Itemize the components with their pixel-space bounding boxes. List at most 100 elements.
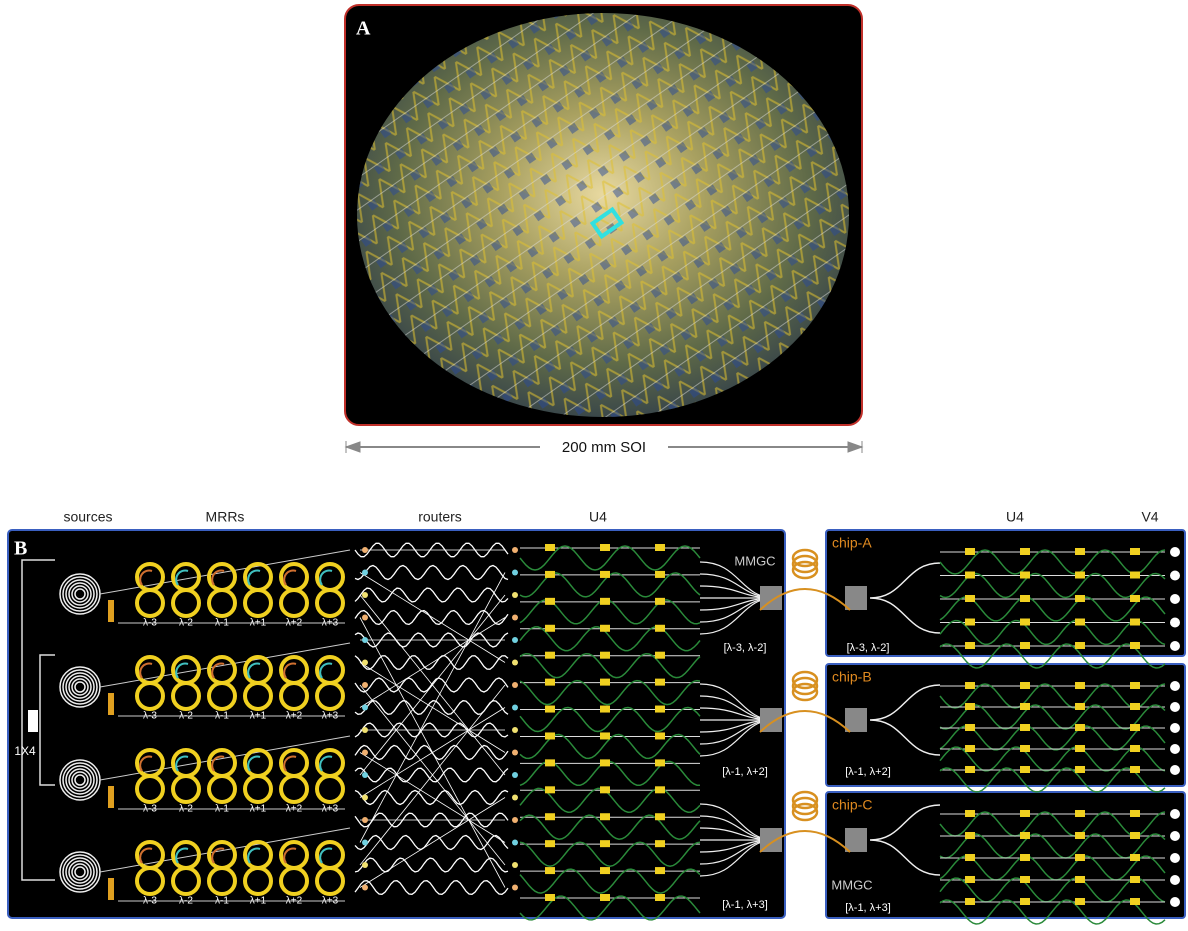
- ring-resonator: [171, 681, 201, 711]
- output-port: [1170, 570, 1180, 581]
- ring-heater: [175, 569, 189, 586]
- ring-heater: [283, 755, 297, 772]
- pad: [512, 884, 518, 891]
- phase-shifter: [1130, 854, 1140, 861]
- ring-heater: [139, 847, 153, 864]
- phase-shifter: [1130, 876, 1140, 883]
- column-header: V4: [1141, 509, 1158, 525]
- router-waveguide: [354, 655, 509, 670]
- ring-resonator: [243, 866, 273, 896]
- ring-heater: [247, 755, 261, 772]
- phase-shifter: [1075, 595, 1085, 602]
- phase-shifter: [545, 813, 555, 821]
- phase-shifter: [655, 840, 665, 848]
- mesh-coupler: [939, 877, 1166, 903]
- mesh-coupler: [519, 895, 701, 921]
- ring-heater: [247, 847, 261, 864]
- grating: [845, 708, 867, 732]
- channel-label: [λ-3, λ-2]: [724, 642, 767, 654]
- coupler-label: MMGC: [734, 553, 775, 568]
- router-waveguide: [354, 722, 509, 738]
- phase-shifter: [965, 832, 975, 839]
- phase-shifter: [600, 867, 610, 875]
- phase-shifter: [655, 678, 665, 686]
- pad: [362, 862, 368, 868]
- ring-resonator: [207, 774, 237, 804]
- fiber: [759, 588, 851, 611]
- scale-arrows: [344, 441, 864, 453]
- column-header: routers: [418, 509, 462, 525]
- output-port: [1170, 641, 1180, 651]
- source-spiral: [71, 585, 89, 603]
- ring-resonator: [279, 681, 309, 711]
- router-waveguide: [354, 744, 509, 761]
- output-port: [1170, 547, 1180, 557]
- phase-shifter: [545, 570, 555, 578]
- output-port: [1170, 681, 1180, 691]
- output-port: [1170, 702, 1180, 712]
- phase-shifter: [545, 840, 555, 848]
- mesh-coupler: [519, 545, 701, 571]
- router-waveguide: [354, 789, 509, 806]
- mesh-coupler: [939, 549, 1166, 575]
- ring-resonator: [207, 588, 237, 618]
- phase-shifter: [545, 705, 555, 713]
- output-port: [1170, 831, 1180, 841]
- die-highlight: [589, 206, 625, 240]
- phase-shifter: [1020, 766, 1030, 773]
- pad: [512, 772, 518, 778]
- phase-shifter: [600, 840, 610, 848]
- pad: [512, 592, 518, 598]
- channel-label: [λ-3, λ-2]: [847, 642, 890, 654]
- ring-resonator: [279, 588, 309, 618]
- phase-shifter: [1020, 810, 1030, 817]
- phase-shifter: [1130, 810, 1140, 817]
- ring-resonator: [315, 774, 345, 804]
- pad: [512, 614, 518, 621]
- scale-label: 200 mm SOI: [562, 439, 646, 456]
- phase-shifter: [1130, 898, 1140, 905]
- pad: [512, 682, 518, 688]
- router-crossing: [359, 594, 506, 776]
- pad: [362, 682, 368, 688]
- phase-shifter: [1130, 832, 1140, 839]
- phase-shifter: [1020, 854, 1030, 861]
- ring-heater: [319, 847, 333, 864]
- ring-heater: [139, 569, 153, 586]
- router-waveguide: [354, 677, 509, 693]
- phase-shifter: [600, 597, 610, 605]
- router-crossing: [359, 572, 506, 843]
- phase-shifter: [545, 651, 555, 659]
- phase-shifter: [1075, 832, 1085, 839]
- phase-shifter: [545, 786, 555, 794]
- phase-shifter: [655, 732, 665, 740]
- ring-resonator: [207, 681, 237, 711]
- ring-resonator: [315, 588, 345, 618]
- mesh-coupler: [939, 767, 1166, 793]
- phase-shifter: [965, 703, 975, 710]
- router-waveguide: [354, 542, 509, 558]
- mesh-coupler: [519, 787, 701, 813]
- phase-shifter: [1020, 724, 1030, 731]
- pad: [362, 614, 368, 621]
- column-header: sources: [63, 509, 112, 525]
- mesh-coupler: [939, 746, 1166, 772]
- mesh-coupler: [519, 814, 701, 840]
- ring-resonator: [315, 681, 345, 711]
- pad: [512, 704, 518, 711]
- ring-resonator: [171, 588, 201, 618]
- mesh-coupler: [939, 811, 1166, 837]
- mesh-coupler: [939, 596, 1166, 622]
- phase-shifter: [965, 682, 975, 689]
- fiber-coil: [791, 790, 819, 810]
- output-port: [1170, 809, 1180, 819]
- router-crossing: [359, 707, 506, 798]
- pad: [512, 727, 518, 733]
- phase-shifter: [965, 766, 975, 773]
- ring-heater: [211, 569, 225, 586]
- phase-shifter: [545, 624, 555, 632]
- source-spiral: [71, 863, 89, 881]
- ring-resonator: [243, 774, 273, 804]
